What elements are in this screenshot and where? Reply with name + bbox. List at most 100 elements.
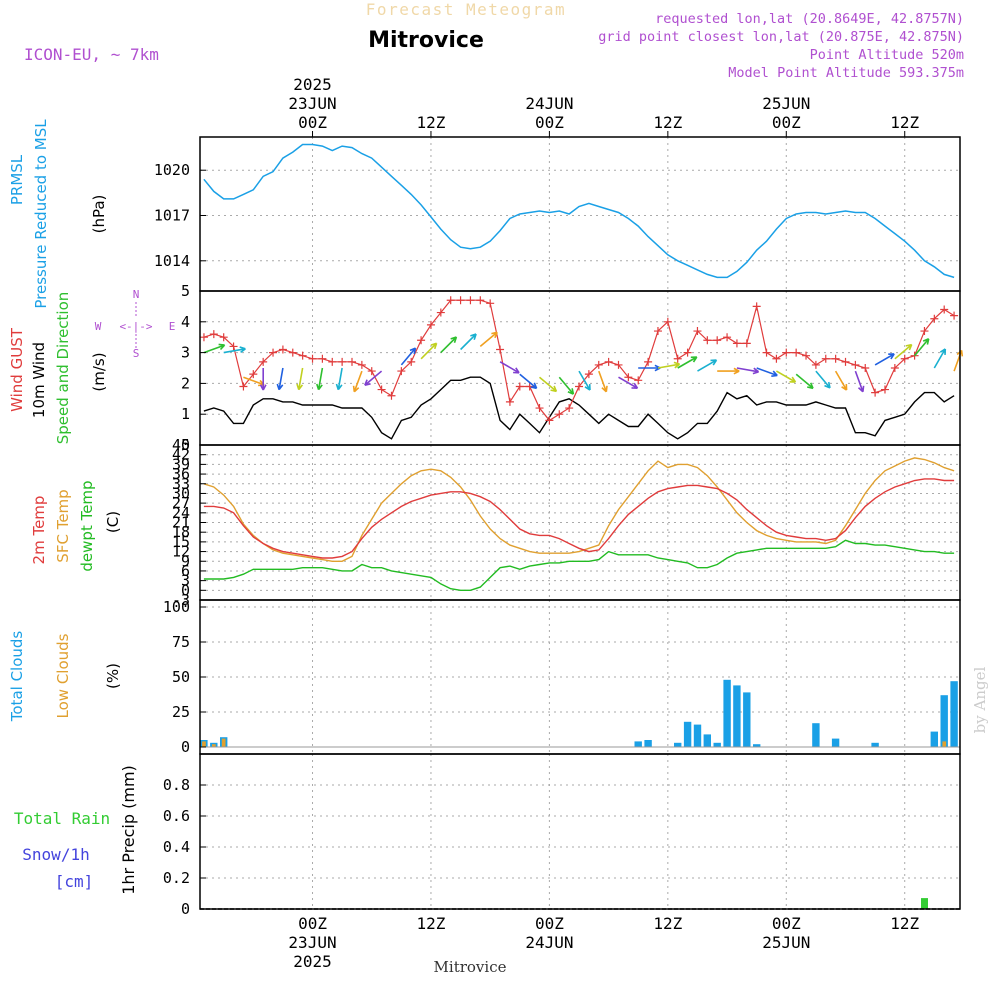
gust-marker xyxy=(535,404,544,413)
y-tick-label: 0 xyxy=(181,436,190,454)
y-tick-label: 6 xyxy=(181,562,190,580)
low-clouds-bar xyxy=(202,741,206,747)
y-tick-label: 75 xyxy=(172,633,190,651)
wind-label-10m: 10m Wind xyxy=(30,342,48,418)
bottom-time-label: 00Z xyxy=(535,914,564,933)
gust-marker xyxy=(328,357,337,366)
compass-s: S xyxy=(133,347,140,360)
gust-marker xyxy=(940,305,949,314)
wind-label-direction: Speed and Direction xyxy=(54,292,72,445)
wind-direction-arrow xyxy=(400,347,417,366)
compass-n: N xyxy=(133,288,140,301)
gust-marker xyxy=(713,336,722,345)
y-tick-label: 42 xyxy=(172,446,190,464)
wind-direction-arrow xyxy=(420,342,438,360)
bottom-time-label: 12Z xyxy=(653,914,682,933)
gust-marker xyxy=(417,336,426,345)
y-tick-label: 4 xyxy=(181,313,190,331)
panel-frame-wind xyxy=(199,290,961,446)
precip-unit: 1hr Precip (mm) xyxy=(119,765,138,895)
pressure-line xyxy=(203,143,955,279)
gust-marker xyxy=(861,364,870,372)
top-time-label: 2025 xyxy=(293,75,332,94)
y-tick-label: 0.2 xyxy=(163,869,190,887)
grid-point-coords: grid point closest lon,lat (20.875E, 42.… xyxy=(598,29,964,45)
wind-direction-arrow xyxy=(538,376,558,393)
gust-marker xyxy=(802,351,811,360)
wind-direction-arrow xyxy=(316,367,324,391)
total-clouds-bar xyxy=(753,744,761,747)
total-clouds-bar xyxy=(693,724,702,747)
gust-marker xyxy=(841,357,850,366)
wind-direction-arrow xyxy=(440,336,458,354)
gust-marker xyxy=(575,382,584,391)
wind-unit: (m/s) xyxy=(90,352,108,391)
total-clouds-bar xyxy=(812,723,820,747)
y-tick-label: 9 xyxy=(181,552,190,570)
wind-direction-arrow xyxy=(296,367,304,391)
pressure-unit: (hPa) xyxy=(90,195,108,234)
meteogram-top-label: Forecast Meteogram xyxy=(366,0,566,19)
sfc-temp-line xyxy=(203,457,955,562)
gust-marker xyxy=(584,370,593,379)
wind-direction-arrow xyxy=(913,338,930,357)
bottom-time-label: 12Z xyxy=(417,914,446,933)
wind-direction-arrow xyxy=(352,370,363,393)
gust-marker xyxy=(209,330,218,339)
wind-direction-arrow xyxy=(638,364,661,372)
top-time-label: 25JUN xyxy=(762,94,810,113)
pressure-label-prmsl: PRMSL xyxy=(8,154,26,205)
gust-marker xyxy=(476,296,485,305)
top-time-label: 24JUN xyxy=(525,94,573,113)
dewpt-line xyxy=(203,539,955,591)
gust-marker xyxy=(634,376,643,385)
y-tick-label: 3 xyxy=(181,344,190,362)
gust-marker xyxy=(545,416,554,425)
gust-marker xyxy=(851,360,860,369)
panel-frame-precip xyxy=(199,753,961,910)
y-tick-label: 25 xyxy=(172,703,190,721)
pressure-label-msl: Pressure Reduced to MSL xyxy=(32,119,50,309)
y-tick-label: 50 xyxy=(172,668,190,686)
gust-marker xyxy=(683,348,692,357)
wind-direction-arrow xyxy=(933,348,947,369)
y-tick-label: 1020 xyxy=(154,161,190,179)
wind-direction-arrow xyxy=(259,368,267,391)
gust-marker xyxy=(555,410,564,419)
gust-marker xyxy=(811,360,820,369)
y-tick-label: 15 xyxy=(172,533,190,551)
bottom-time-label: 24JUN xyxy=(525,933,573,952)
wind-direction-arrow xyxy=(854,370,865,393)
gust-marker xyxy=(782,348,791,357)
total-clouds-bar xyxy=(743,692,751,747)
gust-marker xyxy=(348,357,356,366)
y-tick-label: 33 xyxy=(172,475,190,493)
model-point-altitude: Model Point Altitude 593.375m xyxy=(728,65,964,81)
y-tick-label: 5 xyxy=(181,282,190,300)
wind-direction-arrow xyxy=(335,367,343,391)
bottom-time-label: 12Z xyxy=(890,914,919,933)
y-tick-label: 30 xyxy=(172,484,190,502)
gust-marker xyxy=(318,354,327,363)
gust-marker xyxy=(269,348,278,357)
wind-direction-arrow xyxy=(874,353,895,366)
gust-marker xyxy=(496,345,505,354)
gust-marker xyxy=(288,348,297,357)
top-time-label: 23JUN xyxy=(288,94,336,113)
top-time-label: 12Z xyxy=(653,113,682,132)
temp-label-sfc: SFC Temp xyxy=(54,489,72,562)
temp-label-dewpt: dewpt Temp xyxy=(78,480,96,571)
wind-direction-arrow xyxy=(460,333,477,351)
y-tick-label: 0.6 xyxy=(163,807,190,825)
wind-direction-arrow xyxy=(677,356,698,369)
credit-text: by Angel xyxy=(971,666,989,733)
wind-direction-arrow xyxy=(697,359,718,372)
gust-marker xyxy=(525,382,534,391)
gust-marker xyxy=(950,311,959,320)
gust-marker xyxy=(900,354,909,363)
gust-marker xyxy=(367,367,376,376)
wind10m-line xyxy=(203,376,955,440)
y-tick-label: 0 xyxy=(181,900,190,918)
gust-marker xyxy=(239,382,248,391)
